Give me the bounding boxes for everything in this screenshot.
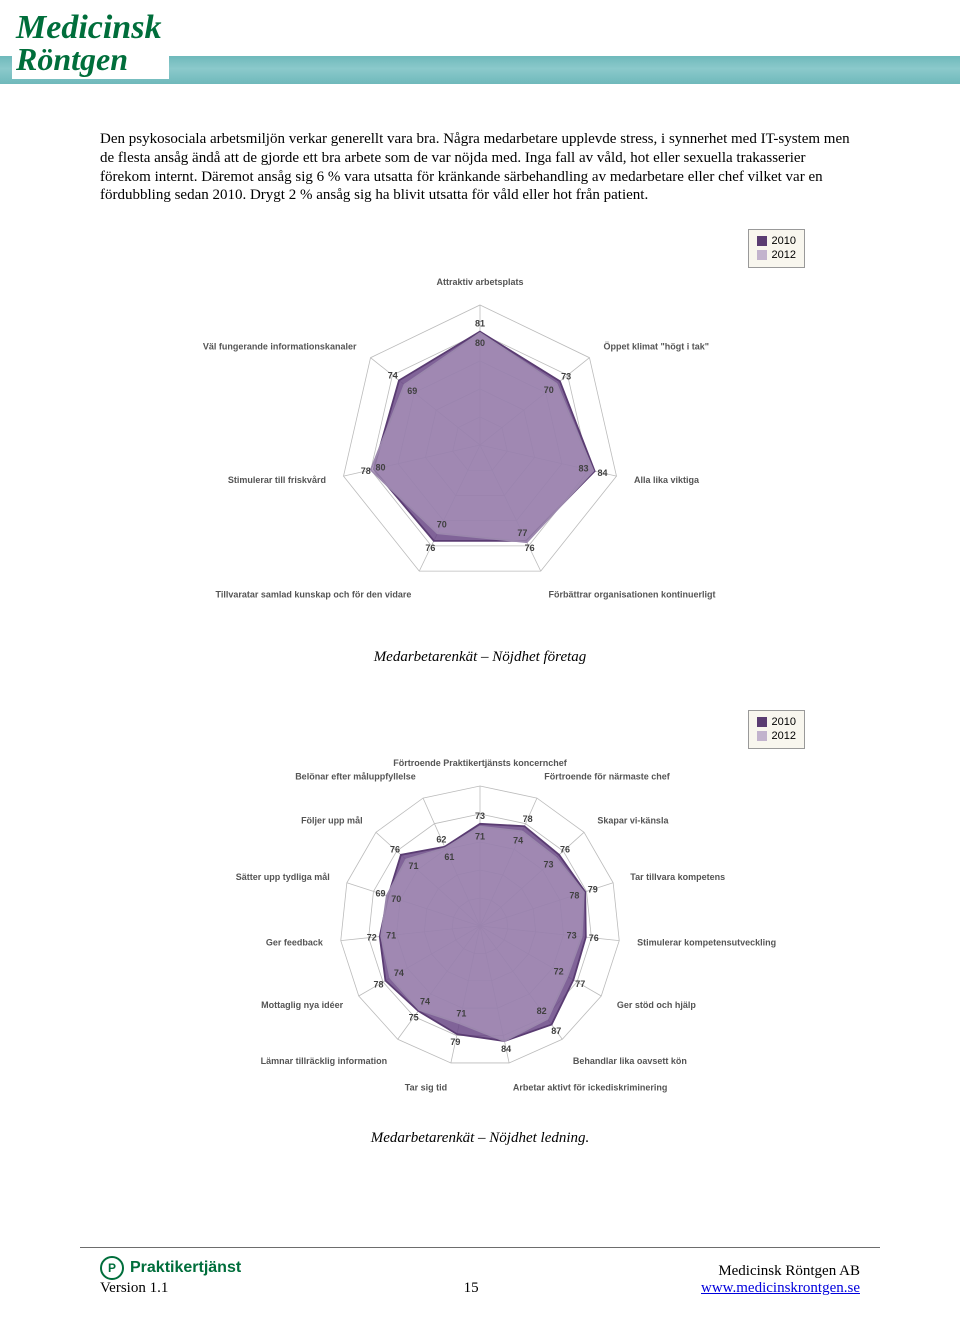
svg-text:84: 84 [597, 468, 607, 478]
svg-text:61: 61 [444, 852, 454, 862]
svg-text:77: 77 [575, 979, 585, 989]
svg-text:71: 71 [386, 930, 396, 940]
legend-swatch [757, 717, 767, 727]
svg-text:78: 78 [361, 466, 371, 476]
svg-text:76: 76 [589, 933, 599, 943]
legend-label: 2010 [772, 715, 796, 729]
praktikertjanst-logo: P Praktikertjänst [100, 1256, 241, 1280]
chart-1-legend: 20102012 [748, 229, 805, 268]
svg-text:Öppet klimat "högt i tak": Öppet klimat "högt i tak" [604, 341, 710, 351]
svg-text:Attraktiv arbetsplats: Attraktiv arbetsplats [436, 277, 523, 287]
svg-text:Tar tillvara kompetens: Tar tillvara kompetens [630, 872, 725, 882]
legend-label: 2012 [772, 729, 796, 743]
svg-text:62: 62 [436, 834, 446, 844]
svg-text:80: 80 [376, 463, 386, 473]
svg-text:78: 78 [569, 890, 579, 900]
chart-2-block: 20102012 Förtroende Praktikertjänsts kon… [155, 706, 805, 1147]
svg-text:Skapar vi-känsla: Skapar vi-känsla [597, 815, 669, 825]
svg-text:69: 69 [407, 386, 417, 396]
legend-swatch [757, 731, 767, 741]
legend-label: 2010 [772, 234, 796, 248]
svg-text:83: 83 [579, 464, 589, 474]
radar-chart-1: Attraktiv arbetsplats Öppet klimat "högt … [155, 225, 805, 645]
legend-item: 2010 [757, 715, 796, 729]
chart-2-legend: 20102012 [748, 710, 805, 749]
svg-text:69: 69 [376, 889, 386, 899]
svg-text:73: 73 [567, 931, 577, 941]
svg-text:Mottaglig nya idéer: Mottaglig nya idéer [261, 1000, 344, 1010]
footer-left: P Praktikertjänst Version 1.1 [100, 1256, 241, 1297]
svg-text:Förbättrar organisationen kont: Förbättrar organisationen kontinuerligt [549, 589, 716, 599]
svg-text:74: 74 [394, 968, 404, 978]
svg-text:Belönar efter måluppfyllelse: Belönar efter måluppfyllelse [295, 772, 416, 782]
praktikertjanst-icon: P [100, 1256, 124, 1280]
svg-text:70: 70 [391, 894, 401, 904]
footer-company: Medicinsk Röntgen AB [701, 1263, 860, 1280]
legend-swatch [757, 250, 767, 260]
svg-text:79: 79 [588, 884, 598, 894]
svg-text:82: 82 [537, 1006, 547, 1016]
svg-text:79: 79 [450, 1037, 460, 1047]
svg-text:73: 73 [475, 811, 485, 821]
svg-text:78: 78 [373, 980, 383, 990]
svg-text:74: 74 [388, 370, 398, 380]
svg-text:71: 71 [475, 832, 485, 842]
content-area: Den psykosociala arbetsmiljön verkar gen… [0, 100, 960, 1207]
svg-text:Arbetar aktivt för ickediskrim: Arbetar aktivt för ickediskriminering [513, 1083, 668, 1093]
page-header: Medicinsk Röntgen [0, 0, 960, 100]
svg-text:Lämnar tillräcklig information: Lämnar tillräcklig information [261, 1056, 388, 1066]
svg-text:74: 74 [420, 997, 430, 1007]
svg-text:Tar sig tid: Tar sig tid [405, 1083, 447, 1093]
svg-text:72: 72 [554, 966, 564, 976]
svg-text:71: 71 [456, 1008, 466, 1018]
svg-text:84: 84 [501, 1044, 511, 1054]
svg-text:76: 76 [560, 844, 570, 854]
svg-text:76: 76 [390, 844, 400, 854]
svg-text:Stimulerar till friskvård: Stimulerar till friskvård [228, 475, 326, 485]
svg-text:73: 73 [561, 371, 571, 381]
praktikertjanst-label: Praktikertjänst [130, 1259, 241, 1277]
svg-text:Sätter upp tydliga mål: Sätter upp tydliga mål [236, 872, 330, 882]
svg-text:78: 78 [523, 814, 533, 824]
radar-chart-2: Förtroende Praktikertjänsts koncernchef F… [155, 706, 805, 1126]
chart-2-caption: Medarbetarenkät – Nöjdhet ledning. [155, 1130, 805, 1147]
body-paragraph: Den psykosociala arbetsmiljön verkar gen… [100, 130, 860, 205]
legend-label: 2012 [772, 248, 796, 262]
legend-item: 2010 [757, 234, 796, 248]
brand-logo: Medicinsk Röntgen [12, 10, 169, 79]
svg-text:Tillvaratar samlad kunskap och: Tillvaratar samlad kunskap och för den v… [216, 589, 412, 599]
svg-text:Behandlar lika oavsett kön: Behandlar lika oavsett kön [573, 1056, 687, 1066]
svg-text:71: 71 [409, 861, 419, 871]
svg-text:87: 87 [551, 1026, 561, 1036]
page-footer: P Praktikertjänst Version 1.1 15 Medicin… [80, 1247, 880, 1317]
svg-text:77: 77 [517, 528, 527, 538]
svg-text:73: 73 [544, 859, 554, 869]
svg-text:Ger stöd och hjälp: Ger stöd och hjälp [617, 1000, 697, 1010]
svg-text:81: 81 [475, 319, 485, 329]
svg-text:76: 76 [525, 543, 535, 553]
svg-text:80: 80 [475, 338, 485, 348]
svg-text:70: 70 [544, 385, 554, 395]
svg-text:72: 72 [367, 932, 377, 942]
svg-text:Stimulerar kompetensutveckling: Stimulerar kompetensutveckling [637, 938, 776, 948]
footer-url-link[interactable]: www.medicinskrontgen.se [701, 1280, 860, 1296]
footer-right: Medicinsk Röntgen AB www.medicinskrontge… [701, 1263, 860, 1297]
chart-1-caption: Medarbetarenkät – Nöjdhet företag [155, 649, 805, 666]
svg-text:74: 74 [513, 835, 523, 845]
svg-text:Förtroende för närmaste chef: Förtroende för närmaste chef [544, 772, 671, 782]
chart-1-block: 20102012 Attraktiv arbetsplats Öppet klim… [155, 225, 805, 666]
logo-line-1: Medicinsk [16, 12, 161, 44]
svg-text:Förtroende Praktikertjänsts ko: Förtroende Praktikertjänsts koncernchef [393, 758, 568, 768]
svg-text:75: 75 [409, 1012, 419, 1022]
svg-text:Följer upp mål: Följer upp mål [301, 815, 363, 825]
legend-item: 2012 [757, 248, 796, 262]
svg-text:70: 70 [437, 519, 447, 529]
svg-text:Ger feedback: Ger feedback [266, 938, 324, 948]
logo-line-2: Röntgen [16, 44, 161, 74]
svg-text:76: 76 [425, 543, 435, 553]
svg-text:Alla lika viktiga: Alla lika viktiga [634, 475, 700, 485]
legend-item: 2012 [757, 729, 796, 743]
legend-swatch [757, 236, 767, 246]
svg-text:Väl fungerande informationskan: Väl fungerande informationskanaler [203, 341, 357, 351]
